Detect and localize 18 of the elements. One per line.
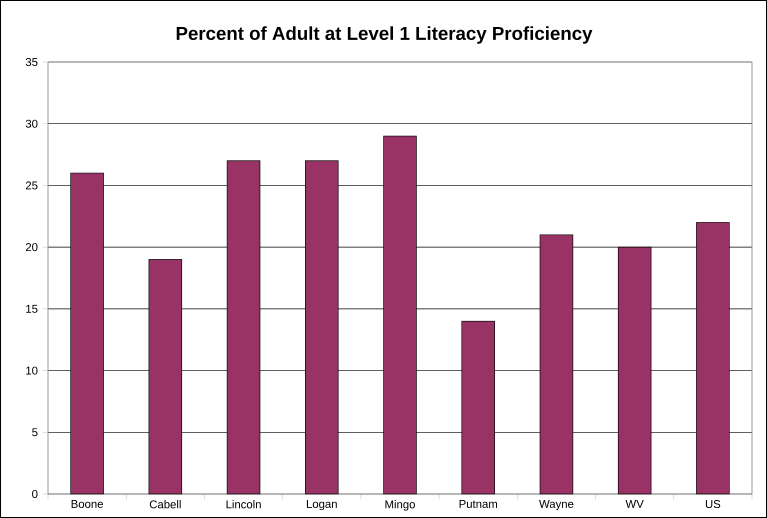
y-tick-label: 30	[26, 120, 38, 128]
chart-title: Percent of Adult at Level 1 Literacy Proficiency	[176, 26, 592, 44]
x-tick-label: Logan	[306, 500, 337, 510]
y-tick-label: 25	[26, 181, 38, 190]
x-tick-label: Cabell	[150, 500, 181, 508]
x-tick-label: Wayne	[539, 500, 574, 510]
x-tick-label: Lincoln	[226, 500, 261, 508]
y-tick-label: 0	[32, 490, 38, 498]
x-tick-label: Putnam	[460, 500, 498, 508]
x-tick-label: US	[706, 500, 720, 508]
x-tick-label: Boone	[72, 500, 103, 508]
y-tick-label: 15	[26, 304, 38, 313]
y-tick-label: 35	[26, 58, 38, 66]
y-tick-label: 20	[26, 243, 38, 252]
y-tick-label: 10	[26, 366, 38, 375]
y-tick-label: 5	[32, 428, 38, 436]
x-tick-label: WV	[626, 500, 644, 508]
x-tick-label: Mingo	[385, 500, 415, 511]
